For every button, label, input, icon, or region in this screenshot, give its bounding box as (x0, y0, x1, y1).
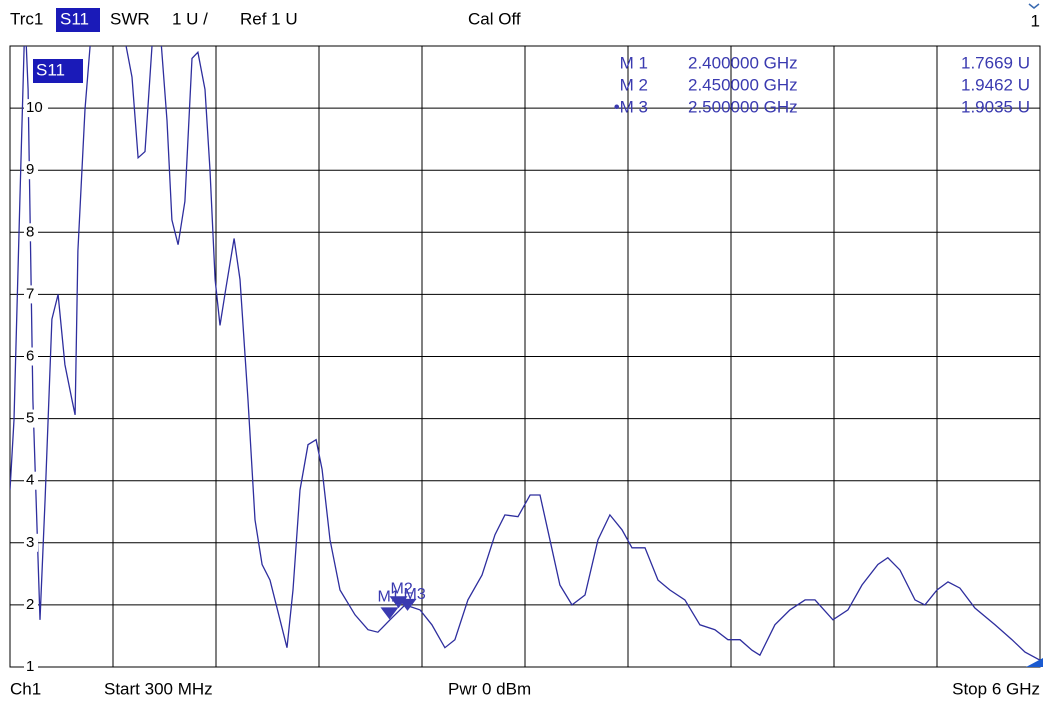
trace-label-bg (33, 59, 83, 83)
ref: Ref 1 U (240, 9, 298, 28)
format: SWR (110, 9, 150, 28)
y-tick-label: 3 (26, 534, 34, 551)
marker-value: 1.7669 U (961, 53, 1030, 72)
y-tick-label: 10 (26, 99, 43, 116)
y-tick-label: 2 (26, 596, 34, 613)
channel: Ch1 (10, 679, 41, 698)
param: S11 (60, 9, 89, 28)
y-tick-label: 4 (26, 472, 34, 489)
tick-label-bg (24, 658, 38, 676)
trace-line (10, 46, 1041, 661)
param-highlight (56, 8, 100, 32)
power: Pwr 0 dBm (448, 679, 531, 698)
marker-name: M 2 (620, 75, 648, 94)
marker-tag: M2 (391, 580, 413, 597)
marker-freq: 2.500000 GHz (688, 97, 798, 116)
chevron (1028, 3, 1040, 9)
tick-label-bg (24, 347, 38, 366)
y-tick-label: 1 (26, 658, 34, 675)
window-number: 1 (1031, 11, 1040, 30)
tick-label-bg (24, 223, 38, 242)
marker-name: M 1 (620, 53, 648, 72)
marker-freq: 2.400000 GHz (688, 53, 798, 72)
tick-label-bg (24, 409, 38, 428)
tick-label-bg (24, 161, 38, 180)
tick-label-bg (24, 471, 38, 490)
marker-freq: 2.450000 GHz (688, 75, 798, 94)
tick-label-bg (24, 99, 48, 118)
start: Start 300 MHz (104, 679, 213, 698)
marker-value: 1.9035 U (961, 97, 1030, 116)
trace-label: S11 (36, 60, 65, 79)
stop-indicator (1026, 658, 1043, 667)
stop: Stop 6 GHz (952, 679, 1040, 698)
marker-triangle (398, 598, 417, 611)
marker-name: •M 3 (614, 97, 648, 116)
y-tick-label: 7 (26, 285, 34, 302)
y-tick-label: 8 (26, 223, 34, 240)
scale: 1 U / (172, 9, 208, 28)
marker-tag: M3 (404, 586, 426, 603)
y-tick-label: 9 (26, 161, 34, 178)
tick-label-bg (24, 595, 38, 614)
tick-label-bg (24, 285, 38, 304)
marker-triangle (380, 607, 399, 620)
cal: Cal Off (468, 9, 521, 28)
marker-value: 1.9462 U (961, 75, 1030, 94)
y-tick-label: 5 (26, 410, 34, 427)
trace-name: Trc1 (10, 9, 43, 28)
tick-label-bg (24, 533, 38, 552)
y-tick-label: 6 (26, 347, 34, 364)
